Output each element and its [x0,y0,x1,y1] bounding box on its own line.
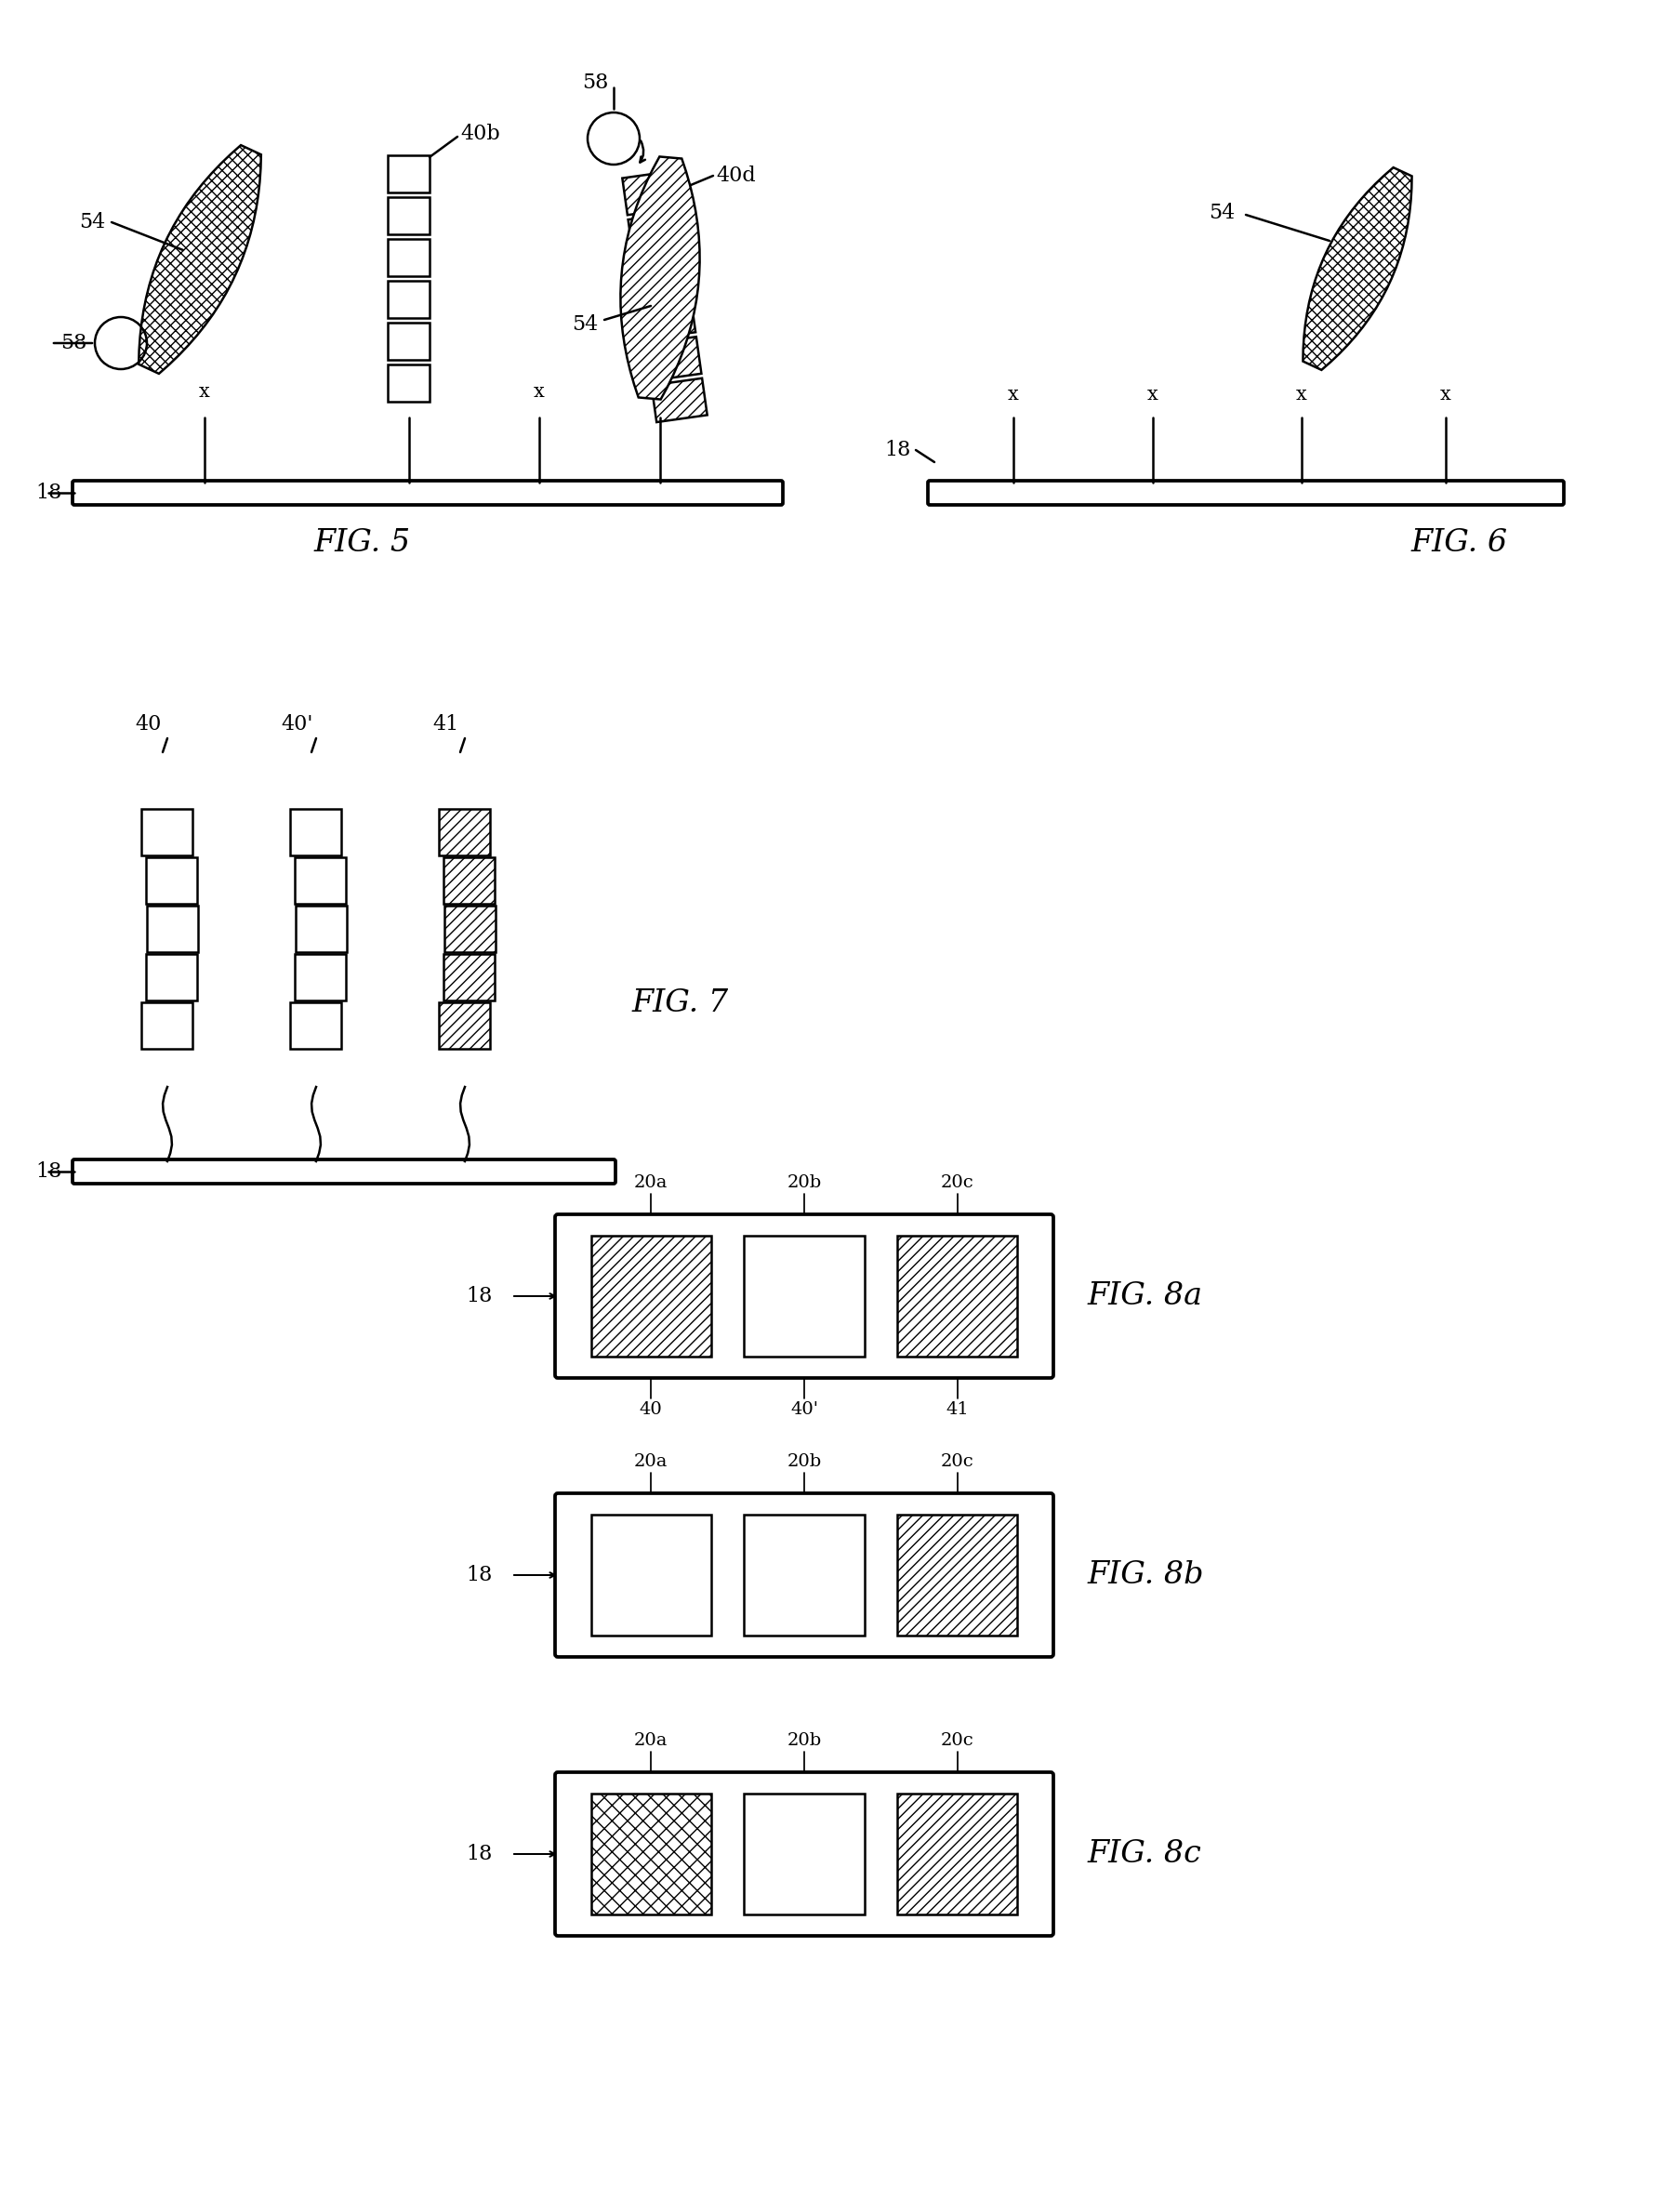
Polygon shape [629,212,685,257]
FancyBboxPatch shape [556,1214,1054,1378]
FancyBboxPatch shape [556,1772,1054,1936]
Text: 20b: 20b [787,1453,822,1471]
Polygon shape [389,323,430,358]
Text: FIG. 6: FIG. 6 [1411,529,1508,557]
Text: x: x [1148,385,1158,403]
Polygon shape [633,254,690,299]
Text: FIG. 8b: FIG. 8b [1088,1559,1204,1590]
Text: 18: 18 [466,1564,493,1586]
Text: 20c: 20c [941,1453,974,1471]
Text: 41: 41 [946,1400,969,1418]
Polygon shape [620,157,700,400]
Polygon shape [139,146,261,374]
Polygon shape [146,858,197,905]
Polygon shape [389,197,430,234]
Text: 20c: 20c [941,1732,974,1750]
Polygon shape [294,858,346,905]
FancyBboxPatch shape [928,480,1563,504]
Polygon shape [389,155,430,192]
FancyBboxPatch shape [744,1515,865,1635]
FancyBboxPatch shape [898,1237,1017,1356]
Polygon shape [142,810,194,856]
Polygon shape [652,378,708,422]
Polygon shape [147,905,198,951]
Text: 54: 54 [79,212,106,232]
Polygon shape [645,336,701,380]
Text: x: x [534,383,544,400]
Polygon shape [389,281,430,319]
Text: 41: 41 [433,714,460,734]
Text: 20b: 20b [787,1175,822,1190]
Text: 18: 18 [885,440,911,460]
Text: 18: 18 [35,1161,61,1181]
FancyBboxPatch shape [73,480,782,504]
Text: FIG. 7: FIG. 7 [632,989,729,1018]
Text: x: x [1441,385,1451,403]
Text: 40': 40' [281,714,314,734]
Text: 20b: 20b [787,1732,822,1750]
Polygon shape [291,1002,342,1048]
Text: 20a: 20a [633,1732,668,1750]
Polygon shape [640,296,696,338]
Text: 20a: 20a [633,1453,668,1471]
Polygon shape [445,905,496,951]
Text: 40': 40' [791,1400,819,1418]
Polygon shape [146,953,197,1000]
FancyBboxPatch shape [744,1237,865,1356]
FancyBboxPatch shape [590,1237,711,1356]
FancyBboxPatch shape [590,1515,711,1635]
Polygon shape [291,810,342,856]
Text: x: x [1297,385,1307,403]
FancyBboxPatch shape [556,1493,1054,1657]
Text: FIG. 5: FIG. 5 [314,529,410,557]
Polygon shape [389,239,430,276]
Text: 18: 18 [35,482,61,502]
FancyBboxPatch shape [73,1159,615,1183]
FancyBboxPatch shape [898,1794,1017,1913]
Text: 20a: 20a [633,1175,668,1190]
FancyBboxPatch shape [744,1794,865,1913]
FancyBboxPatch shape [590,1794,711,1913]
Polygon shape [622,170,678,215]
Text: 20c: 20c [941,1175,974,1190]
Polygon shape [1303,168,1413,369]
Polygon shape [142,1002,194,1048]
Polygon shape [443,858,495,905]
Text: FIG. 8c: FIG. 8c [1088,1838,1202,1869]
Text: 58: 58 [582,73,609,93]
Text: 40b: 40b [460,124,500,144]
Polygon shape [389,365,430,400]
FancyBboxPatch shape [898,1515,1017,1635]
Text: 18: 18 [466,1285,493,1307]
Text: FIG. 8a: FIG. 8a [1088,1281,1202,1312]
Text: 40d: 40d [716,166,756,186]
Polygon shape [440,1002,491,1048]
Text: x: x [198,383,210,400]
Text: 58: 58 [61,332,86,354]
Text: x: x [1007,385,1019,403]
Polygon shape [296,905,347,951]
Text: 18: 18 [466,1845,493,1865]
Polygon shape [294,953,346,1000]
Text: 40: 40 [640,1400,663,1418]
Text: 54: 54 [1209,204,1236,223]
Polygon shape [440,810,491,856]
Text: 40: 40 [136,714,162,734]
Text: 54: 54 [572,314,599,334]
Polygon shape [443,953,495,1000]
